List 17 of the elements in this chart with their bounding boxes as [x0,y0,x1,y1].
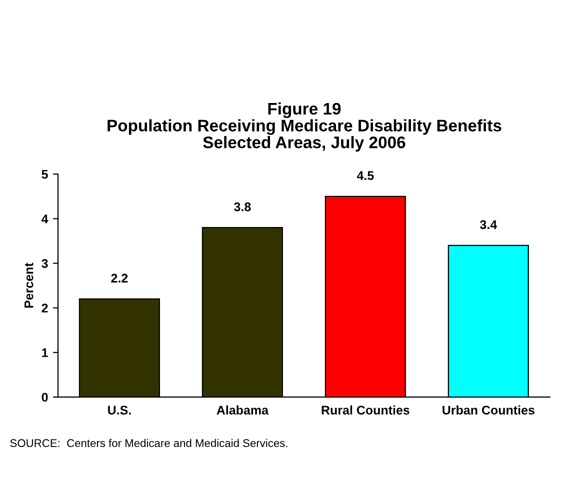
y-tick-label: 4 [41,214,48,224]
x-tick-label: Rural Counties [322,405,410,415]
y-tick-label: 3 [42,259,48,268]
source-note: SOURCE: Centers for Medicare and Medicaid Services. [10,438,288,448]
data-label: 3.8 [234,202,251,212]
y-tick-label: 5 [42,170,48,179]
x-tick-label: Alabama [216,405,269,415]
x-tick-label: U.S. [108,406,131,415]
y-tick-label: 2 [42,304,48,312]
y-tick-label: 1 [42,348,48,357]
data-label: 3.4 [480,220,498,230]
chart-title: Figure 19 Population Receiving Medicare Disability Benefits Selected Areas, July 2006 [108,102,502,152]
x-tick-label: Urban Counties [442,405,534,415]
y-tick-label: 0 [42,392,48,402]
data-label: 2.2 [111,274,128,282]
data-label: 4.5 [356,171,374,180]
y-axis-title: Percent [24,262,34,308]
